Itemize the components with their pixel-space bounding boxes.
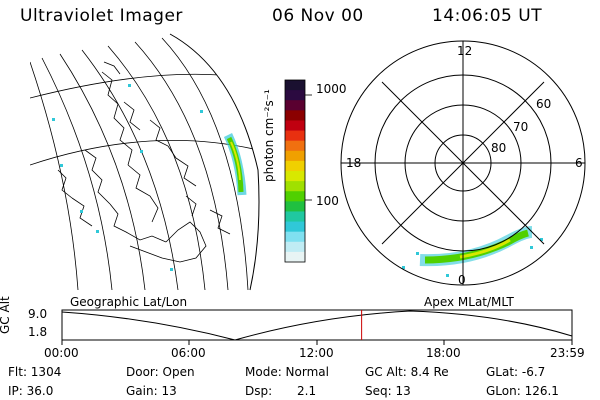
colorbar-segment [285, 100, 305, 111]
observation-date: 06 Nov 00 [272, 6, 364, 26]
sequence-number: Seq: 13 [365, 384, 411, 398]
colorbar-segment [285, 140, 305, 152]
colorbar-segment [285, 211, 305, 223]
ip-value: IP: 36.0 [8, 384, 54, 398]
magnetic-panel-label: Apex MLat/MLT [424, 295, 514, 309]
colorbar-segment [285, 80, 305, 91]
earth-limb [169, 33, 260, 291]
mlat-label-80: 80 [491, 141, 507, 155]
timeline-y-max: 9.0 [28, 307, 48, 321]
colorbar-segment [285, 251, 305, 263]
observation-time: 14:06:05 UT [432, 6, 543, 26]
colorbar-segment [285, 130, 305, 142]
dsp-value: 2.1 [297, 384, 317, 398]
colorbar-segment [285, 120, 305, 132]
mlt-label-12: 12 [457, 44, 473, 58]
mlat-label-60: 60 [536, 97, 552, 111]
mlt-label-6: 6 [575, 156, 583, 170]
flight-number: Flt: 1304 [8, 365, 62, 379]
colorbar-tick-100: 100 [316, 194, 339, 208]
timeline-y-axis-label: GC Alt [0, 296, 12, 334]
colorbar-segment [285, 201, 305, 212]
auroral-arc [223, 133, 247, 196]
mode-value: Mode: Normal [245, 365, 329, 379]
colorbar-segment [285, 160, 305, 172]
colorbar-segment [285, 150, 305, 162]
colorbar-segment [285, 171, 305, 182]
polar-auroral-oval [402, 226, 543, 277]
colorbar-segment [285, 181, 305, 192]
colorbar-tick-1000: 1000 [316, 82, 347, 96]
mlt-label-18: 18 [346, 156, 362, 170]
colorbar-segment [285, 221, 305, 233]
colorbar-segment [285, 90, 305, 101]
mlat-label-70: 70 [513, 120, 529, 134]
timeline-tick-1200: 12:00 [299, 346, 334, 360]
timeline-tick-1800: 18:00 [426, 346, 461, 360]
altitude-timeline [61, 309, 573, 345]
color-scale-bar [284, 79, 306, 263]
geographic-panel-label: Geographic Lat/Lon [70, 295, 188, 309]
timeline-tick-2359: 23:59 [550, 346, 585, 360]
colorbar-segment [285, 241, 305, 253]
colorbar-segment [285, 231, 305, 243]
dsp-label: Dsp: [245, 384, 273, 398]
colorbar-segment [285, 110, 305, 121]
colorbar-unit-label: photon cm⁻²s⁻¹ [262, 89, 276, 182]
geographic-latitude: GLat: -6.7 [486, 365, 546, 379]
geographic-map [30, 37, 259, 290]
gc-altitude: GC Alt: 8.4 Re [365, 365, 449, 379]
colorbar-segment [285, 191, 305, 202]
timeline-y-min: 1.8 [28, 325, 48, 339]
polar-mlt-plot [340, 40, 586, 286]
mlt-label-0: 0 [458, 273, 466, 287]
door-status: Door: Open [126, 365, 195, 379]
gain-value: Gain: 13 [126, 384, 177, 398]
instrument-title: Ultraviolet Imager [20, 6, 183, 26]
geographic-longitude: GLon: 126.1 [486, 384, 559, 398]
timeline-tick-0600: 06:00 [171, 346, 206, 360]
timeline-tick-0000: 00:00 [44, 346, 79, 360]
colorbar-frame [284, 79, 306, 263]
